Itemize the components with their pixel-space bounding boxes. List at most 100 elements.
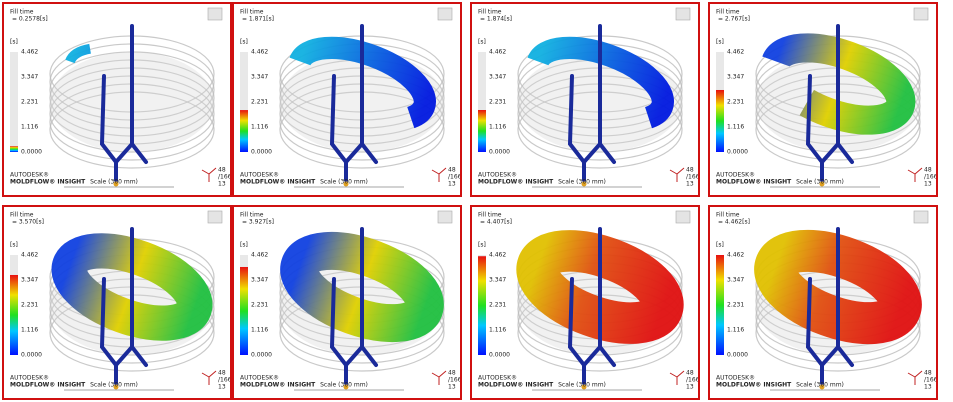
triad-label: 48: [218, 370, 226, 377]
result-panel: Fill time = 4.462[s] [s] 4.462 3.347 2.231 1.1…: [708, 205, 938, 400]
legend-fill: [10, 146, 18, 152]
filled-region: [754, 229, 922, 345]
legend-tick: 3.347: [251, 74, 268, 81]
filled-region: [280, 231, 444, 343]
panel-view: Fill time= 3.927[s] [s]4.462 3.347 2.231 1.1…: [240, 210, 460, 391]
gate: [343, 384, 349, 390]
runner: [582, 24, 616, 182]
legend-unit: [s]: [10, 39, 18, 46]
legend-fill: [478, 110, 486, 152]
brand: AUTODESK®: [478, 172, 517, 179]
triad-label: 48: [686, 370, 694, 377]
fill-time: = 2.767[s]: [718, 16, 750, 23]
triad-label: /166: [448, 377, 460, 384]
triad-label: 48: [448, 370, 456, 377]
fill-time: = 3.927[s]: [242, 219, 274, 226]
legend-tick: 1.116: [21, 124, 38, 131]
gate: [819, 181, 825, 187]
product: MOLDFLOW® INSIGHT: [716, 382, 792, 389]
legend-tick: 3.347: [489, 277, 506, 284]
legend-tick: 1.116: [21, 327, 38, 334]
gate: [581, 181, 587, 187]
legend-unit: [s]: [478, 242, 486, 249]
product: MOLDFLOW® INSIGHT: [10, 382, 86, 389]
fill-time: = 0.2578[s]: [12, 16, 48, 23]
panel-view: Fill time= 4.462[s] [s]4.462 3.347 2.231 1.1…: [716, 210, 936, 391]
runner: [344, 227, 378, 385]
axis-triad: [431, 167, 447, 182]
legend-unit: [s]: [240, 242, 248, 249]
result-panel: Fill time = 3.570[s] [s] 4.462 3.347 2.231 1.1…: [2, 205, 232, 400]
legend-tick: 0.0000: [489, 149, 510, 156]
legend-bar: [240, 52, 248, 152]
product: MOLDFLOW® INSIGHT: [240, 179, 316, 186]
result-panel: Fill time = 3.927[s] [s] 4.462 3.347 2.231 1.1…: [232, 205, 462, 400]
runner: [820, 227, 854, 385]
axis-triad: [907, 370, 923, 385]
triad-label: /166: [448, 174, 460, 181]
runner: [567, 74, 586, 164]
legend-tick: 2.231: [727, 99, 744, 106]
triad-label: 48: [924, 167, 932, 174]
legend-tick: 4.462: [251, 252, 268, 259]
title: Fill time: [10, 9, 34, 16]
legend-tick: 2.231: [21, 99, 38, 106]
gate: [581, 384, 587, 390]
legend-tick: 4.462: [727, 252, 744, 259]
legend-tick: 3.347: [727, 277, 744, 284]
filled-region: [64, 42, 200, 126]
legend-tick: 1.116: [251, 124, 268, 131]
triad-label: 13: [686, 384, 694, 391]
filled-region: [288, 36, 436, 132]
legend-tick: 3.347: [727, 74, 744, 81]
axis-triad: [201, 370, 217, 385]
axis-triad: [907, 167, 923, 182]
triad-label: 13: [448, 384, 456, 391]
panel-view: Fill time= 3.570[s] [s]4.462 3.347 2.231 1.1…: [10, 210, 230, 391]
legend-tick: 4.462: [251, 49, 268, 56]
title: Fill time: [240, 212, 264, 219]
runner: [567, 277, 586, 367]
fill-time: = 1.874[s]: [480, 16, 512, 23]
legend-tick: 4.462: [21, 49, 38, 56]
scale-label: Scale (300 mm): [558, 179, 606, 186]
legend-unit: [s]: [716, 242, 724, 249]
panel-view: Fill time= 2.767[s] [s]4.462 3.347 2.231 1.1…: [716, 7, 936, 188]
legend-tick: 4.462: [21, 252, 38, 259]
legend-fill: [478, 256, 486, 355]
runner: [582, 227, 616, 385]
legend-fill: [716, 255, 724, 355]
axis-triad: [431, 370, 447, 385]
scale-label: Scale (300 mm): [320, 179, 368, 186]
triad-label: 48: [686, 167, 694, 174]
title: Fill time: [716, 9, 740, 16]
legend-unit: [s]: [478, 39, 486, 46]
legend-tick: 0.0000: [21, 352, 42, 359]
fill-time: = 4.407[s]: [480, 219, 512, 226]
legend-tick: 4.462: [727, 49, 744, 56]
result-panel: Fill time = 1.874[s] [s] 4.462 3.347 2.231 1.1…: [470, 2, 700, 197]
legend-tick: 2.231: [489, 302, 506, 309]
triad-label: 13: [218, 181, 226, 188]
panel-view: Fill time= 1.874[s] [s]4.462 3.347 2.231 1.1…: [478, 7, 698, 188]
title: Fill time: [478, 9, 502, 16]
legend-tick: 2.231: [251, 99, 268, 106]
legend-tick: 0.0000: [489, 352, 510, 359]
result-panel: Fill time = 4.407[s] [s] 4.462 3.347 2.231 1.1…: [470, 205, 700, 400]
triad-label: 48: [448, 167, 456, 174]
scale-label: Scale (300 mm): [796, 382, 844, 389]
panel-view: Fill time= 1.871[s] [s]4.462 3.347 2.231 1.1…: [240, 7, 460, 188]
legend-tick: 1.116: [727, 327, 744, 334]
gate: [343, 181, 349, 187]
view-cube: [207, 210, 223, 224]
scale-label: Scale (300 mm): [90, 382, 138, 389]
legend-tick: 4.462: [489, 49, 506, 56]
runner: [329, 74, 348, 164]
triad-label: 13: [686, 181, 694, 188]
triad-label: 13: [924, 181, 932, 188]
filled-region: [516, 230, 684, 344]
brand: AUTODESK®: [10, 172, 49, 179]
legend-tick: 0.0000: [727, 149, 748, 156]
legend-fill: [716, 89, 724, 152]
